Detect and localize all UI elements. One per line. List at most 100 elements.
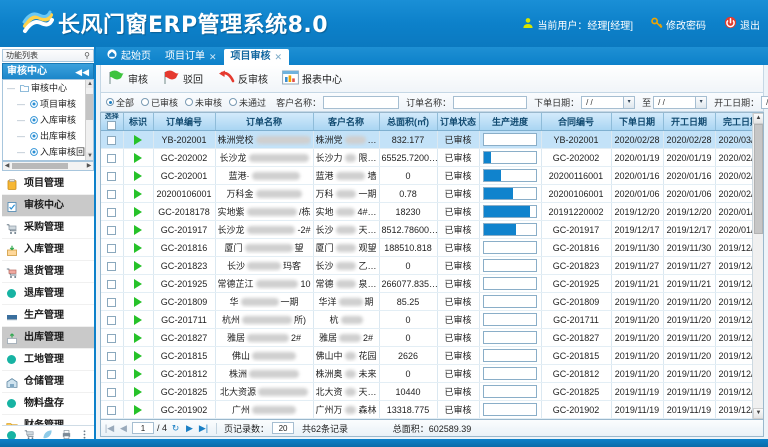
col-flag[interactable]: 标识 (123, 113, 154, 132)
play-icon[interactable] (134, 242, 142, 253)
tab-home[interactable]: 起始页 (100, 49, 158, 65)
play-icon[interactable] (134, 260, 142, 271)
row-select-cell[interactable] (101, 130, 124, 150)
sidebar-item-inbound-mgmt[interactable]: 入库管理 (2, 239, 94, 261)
tree-item-inbound-audit-rollback[interactable]: — 入库审核回退 (3, 144, 93, 160)
row-checkbox[interactable] (107, 369, 117, 379)
radio-audited[interactable]: 已审核 (141, 96, 178, 109)
tree-vertical-scrollbar[interactable]: ▲ ▼ (85, 80, 93, 160)
play-icon[interactable] (134, 152, 142, 163)
table-row[interactable]: YB-202001 株洲党校 株洲党… 832.177 已审核 YB-202001 2020… (101, 130, 763, 150)
sidebar-item-purchase-mgmt[interactable]: 采购管理 (2, 217, 94, 239)
radio-unaudited[interactable]: 未审核 (185, 96, 222, 109)
row-flag-cell[interactable] (123, 220, 154, 240)
chevron-down-icon[interactable]: ▾ (695, 96, 707, 108)
tree-item-outbound-audit[interactable]: — 出库审核 (3, 128, 93, 144)
play-icon[interactable] (134, 296, 142, 307)
report-center-button[interactable]: 报表中心 (282, 70, 342, 88)
row-select-cell[interactable] (101, 238, 124, 258)
row-flag-cell[interactable] (123, 310, 154, 330)
col-contract[interactable]: 合同编号 (541, 113, 612, 132)
grid-vertical-scrollbar[interactable]: ▲ ▼ (752, 113, 763, 419)
tree-horizontal-scrollbar[interactable]: ◀ ▶ (2, 161, 94, 171)
row-checkbox[interactable] (107, 405, 117, 415)
col-start-date[interactable]: 开工日期 (663, 113, 716, 132)
row-flag-cell[interactable] (123, 274, 154, 294)
tree-item-inbound-audit[interactable]: — 入库审核 (3, 112, 93, 128)
row-flag-cell[interactable] (123, 364, 154, 384)
row-select-cell[interactable] (101, 310, 124, 330)
row-flag-cell[interactable] (123, 346, 154, 366)
scroll-down-icon[interactable]: ▼ (753, 408, 763, 419)
sidebar-item-warehouse-mgmt[interactable]: 仓储管理 (2, 371, 94, 393)
tree-root-node[interactable]: — 审核中心 (3, 80, 93, 96)
row-flag-cell[interactable] (123, 382, 154, 402)
sidebar-panel-header[interactable]: 审核中心 ◀◀ (2, 63, 94, 79)
row-flag-cell[interactable] (123, 328, 154, 348)
col-progress[interactable]: 生产进度 (479, 113, 542, 132)
row-select-cell[interactable] (101, 220, 124, 240)
refresh-icon[interactable]: ↻ (171, 422, 180, 433)
cart-icon[interactable] (24, 429, 35, 443)
sidebar-item-site-mgmt[interactable]: 工地管理 (2, 349, 94, 371)
table-row[interactable]: GC-201816 厦门望厦门 观望 188510.818 已审核 GC-201816 20… (101, 238, 763, 258)
order-date-to-input[interactable]: / / ▾ (653, 95, 708, 109)
col-finish-date[interactable]: 完工日期 (715, 113, 763, 132)
tree-item-project-audit[interactable]: — 项目审核 (3, 96, 93, 112)
col-area[interactable]: 总面积(㎡) (379, 113, 438, 132)
leaf-icon[interactable] (42, 429, 53, 443)
table-row[interactable]: GC-2018178 实地紫/栋 实地 4#… 18230 已审核 20191220002 2… (101, 202, 763, 222)
table-row[interactable]: 20200106001 万科金 万科 一期 0.78 已审核 20200106001 2020… (101, 184, 763, 204)
sidebar-item-material-inventory[interactable]: 物料盘存 (2, 393, 94, 415)
sidebar-item-production-mgmt[interactable]: 生产管理 (2, 305, 94, 327)
row-flag-cell[interactable] (123, 400, 154, 419)
printer-icon[interactable] (61, 429, 72, 443)
close-icon[interactable]: ✕ (209, 52, 217, 62)
sidebar-item-return-goods-mgmt[interactable]: 退货管理 (2, 261, 94, 283)
col-order-name[interactable]: 订单名称 (215, 113, 314, 132)
table-row[interactable]: GC-202002 长沙龙 长沙力 限… 65525.7200… 已审核 GC-202002… (101, 148, 763, 168)
row-flag-cell[interactable] (123, 238, 154, 258)
row-select-cell[interactable] (101, 166, 124, 186)
start-date-input[interactable]: / / ▾ (761, 95, 768, 109)
sidebar-item-return-stock-mgmt[interactable]: 退库管理 (2, 283, 94, 305)
table-row[interactable]: GC-201825 北大资源 北大资 天… 10440 已审核 GC-201825 2019/… (101, 382, 763, 402)
row-checkbox[interactable] (107, 279, 117, 289)
more-icon[interactable] (79, 429, 90, 443)
row-flag-cell[interactable] (123, 166, 154, 186)
row-checkbox[interactable] (107, 189, 117, 199)
prev-page-icon[interactable]: ◀ (120, 422, 127, 433)
row-select-cell[interactable] (101, 274, 124, 294)
next-page-icon[interactable]: ▶ (186, 422, 193, 433)
chevron-down-icon[interactable]: ▾ (623, 96, 635, 108)
row-checkbox[interactable] (107, 225, 117, 235)
scroll-right-icon[interactable]: ▶ (86, 163, 92, 169)
row-flag-cell[interactable] (123, 292, 154, 312)
row-select-cell[interactable] (101, 184, 124, 204)
row-select-cell[interactable] (101, 292, 124, 312)
row-checkbox[interactable] (107, 315, 117, 325)
play-icon[interactable] (134, 368, 142, 379)
table-row[interactable]: GC-201809 华一期 华洋期 85.25 已审核 GC-201809 2019/11/… (101, 292, 763, 312)
table-row[interactable]: GC-201902 广州 广州万 森林 13318.775 已审核 GC-201902 201… (101, 400, 763, 419)
table-row[interactable]: GC-202001 蓝港· 蓝港墙 0 已审核 20200116001 2020/01/16… (101, 166, 763, 186)
row-select-cell[interactable] (101, 400, 124, 419)
table-row[interactable]: GC-201917 长沙龙 -2# 长沙 天… 8512.78600… 已审核 GC-2019… (101, 220, 763, 240)
play-icon[interactable] (134, 170, 142, 181)
col-order-no[interactable]: 订单编号 (153, 113, 216, 132)
row-checkbox[interactable] (107, 207, 117, 217)
row-flag-cell[interactable] (123, 202, 154, 222)
scrollbar-thumb[interactable] (86, 94, 93, 120)
row-checkbox[interactable] (107, 153, 117, 163)
reject-button[interactable]: 驳回 (162, 69, 203, 88)
table-row[interactable]: GC-201827 雅居 2# 雅居 2# 0 已审核 GC-201827 2019/11/20… (101, 328, 763, 348)
audit-button[interactable]: 审核 (107, 69, 148, 88)
row-select-cell[interactable] (101, 382, 124, 402)
play-icon[interactable] (134, 332, 142, 343)
row-checkbox[interactable] (107, 333, 117, 343)
row-flag-cell[interactable] (123, 256, 154, 276)
radio-all[interactable]: 全部 (106, 96, 134, 109)
play-icon[interactable] (134, 386, 142, 397)
row-flag-cell[interactable] (123, 148, 154, 168)
row-select-cell[interactable] (101, 202, 124, 222)
